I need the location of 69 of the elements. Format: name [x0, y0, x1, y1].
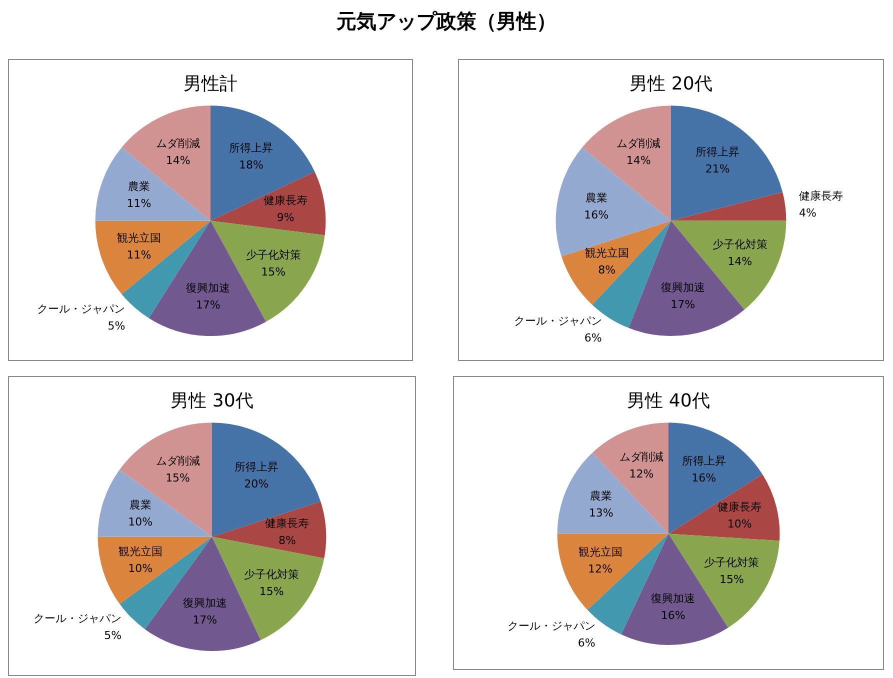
data-label: 10% [128, 515, 153, 528]
data-label: 14% [728, 255, 752, 268]
data-label: 11% [126, 248, 152, 262]
slice-label: ムダ削減 [156, 454, 200, 468]
slice-label: 農業 [585, 191, 608, 204]
slice-label: 所得上昇 [229, 141, 274, 154]
data-label: 11% [126, 196, 152, 210]
slice-label: クール・ジャパン [37, 302, 126, 316]
slice-label: 少子化対策 [712, 238, 768, 252]
data-label: 20% [244, 478, 269, 491]
slice-label: ムダ削減 [156, 136, 200, 150]
data-label: 14% [626, 154, 651, 167]
slice-label: 農業 [129, 498, 152, 512]
slice-label: クール・ジャパン [514, 314, 602, 328]
slice-label: 健康長寿 [265, 516, 310, 530]
data-label: 5% [108, 319, 126, 332]
chart-title: 男性 30代 [170, 390, 254, 412]
data-label: 10% [128, 562, 153, 575]
data-label: 17% [192, 614, 218, 627]
data-label: 16% [692, 471, 716, 484]
data-label: 15% [261, 265, 286, 278]
slice-label: 健康長寿 [799, 189, 844, 202]
data-label: 16% [660, 608, 686, 622]
slice-label: 所得上昇 [234, 460, 278, 474]
slice-label: 観光立国 [578, 546, 622, 559]
slice-label: 少子化対策 [244, 568, 300, 581]
slice-label: 少子化対策 [246, 248, 301, 262]
slice-label: 農業 [128, 180, 150, 193]
slice-label: クール・ジャパン [34, 612, 122, 626]
data-label: 10% [727, 517, 752, 530]
slice-label: 復興加速 [660, 280, 705, 294]
slice-label: ムダ削減 [619, 450, 664, 464]
data-label: 15% [166, 472, 190, 484]
slice-label: 健康長寿 [718, 500, 762, 514]
slice-label: 観光立国 [116, 231, 161, 244]
slice-label: 所得上昇 [682, 454, 726, 468]
slice-label: 所得上昇 [696, 146, 740, 159]
data-label: 6% [584, 332, 602, 345]
slice-label: 健康長寿 [264, 194, 308, 207]
data-label: 5% [104, 629, 122, 642]
slice-label: 復興加速 [651, 592, 696, 605]
text: 元気アップ政策（男性） [336, 9, 556, 33]
data-label: 16% [584, 208, 609, 222]
data-label: 4% [799, 206, 816, 220]
data-label: 17% [670, 298, 696, 311]
slice-label: 観光立国 [118, 544, 162, 558]
data-label: 8% [598, 263, 616, 276]
data-label: 13% [588, 506, 614, 520]
data-label: 8% [278, 534, 296, 547]
slice-label: 農業 [590, 490, 612, 503]
data-label: 9% [276, 210, 294, 224]
data-label: 6% [578, 636, 596, 650]
data-label: 21% [705, 162, 730, 176]
slice-label: ムダ削減 [616, 136, 661, 150]
data-label: 12% [588, 562, 612, 576]
data-label: 18% [239, 158, 264, 172]
data-label: 12% [629, 467, 654, 480]
chart-title: 男性 20代 [630, 73, 712, 94]
chart-title: 男性 40代 [627, 390, 710, 412]
slice-label: 少子化対策 [704, 556, 760, 570]
data-label: 14% [166, 154, 190, 167]
slice-label: クール・ジャパン [507, 619, 596, 632]
chart-title: 男性計 [184, 73, 238, 94]
slice-label: 復興加速 [182, 596, 227, 610]
data-label: 15% [259, 584, 284, 598]
slice-label: 観光立国 [584, 246, 629, 260]
slice-label: 復興加速 [186, 282, 230, 295]
data-label: 15% [719, 573, 744, 586]
data-label: 17% [196, 298, 220, 312]
